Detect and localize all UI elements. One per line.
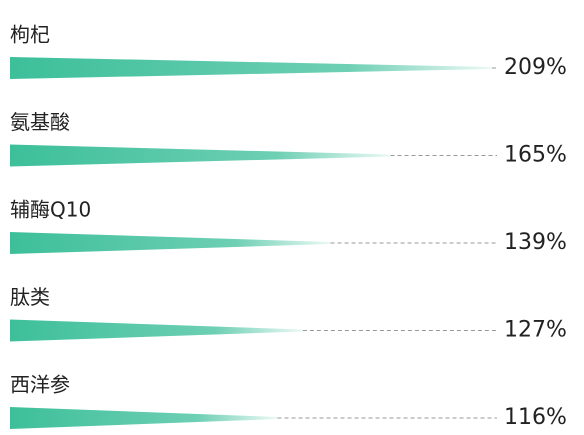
category-label: 西洋参 — [10, 373, 70, 397]
value-label: 139% — [504, 230, 567, 255]
bar — [10, 232, 331, 254]
category-label: 枸杞 — [10, 23, 50, 47]
value-label: 165% — [504, 143, 567, 168]
bar — [10, 319, 303, 342]
category-label: 氨基酸 — [10, 110, 70, 134]
bar — [10, 144, 391, 167]
bar — [10, 407, 278, 429]
category-label: 辅酶Q10 — [10, 198, 91, 222]
value-label: 209% — [504, 55, 567, 80]
bar — [10, 57, 492, 79]
value-label: 127% — [504, 318, 567, 343]
value-label: 116% — [504, 405, 567, 430]
category-label: 肽类 — [10, 285, 50, 309]
